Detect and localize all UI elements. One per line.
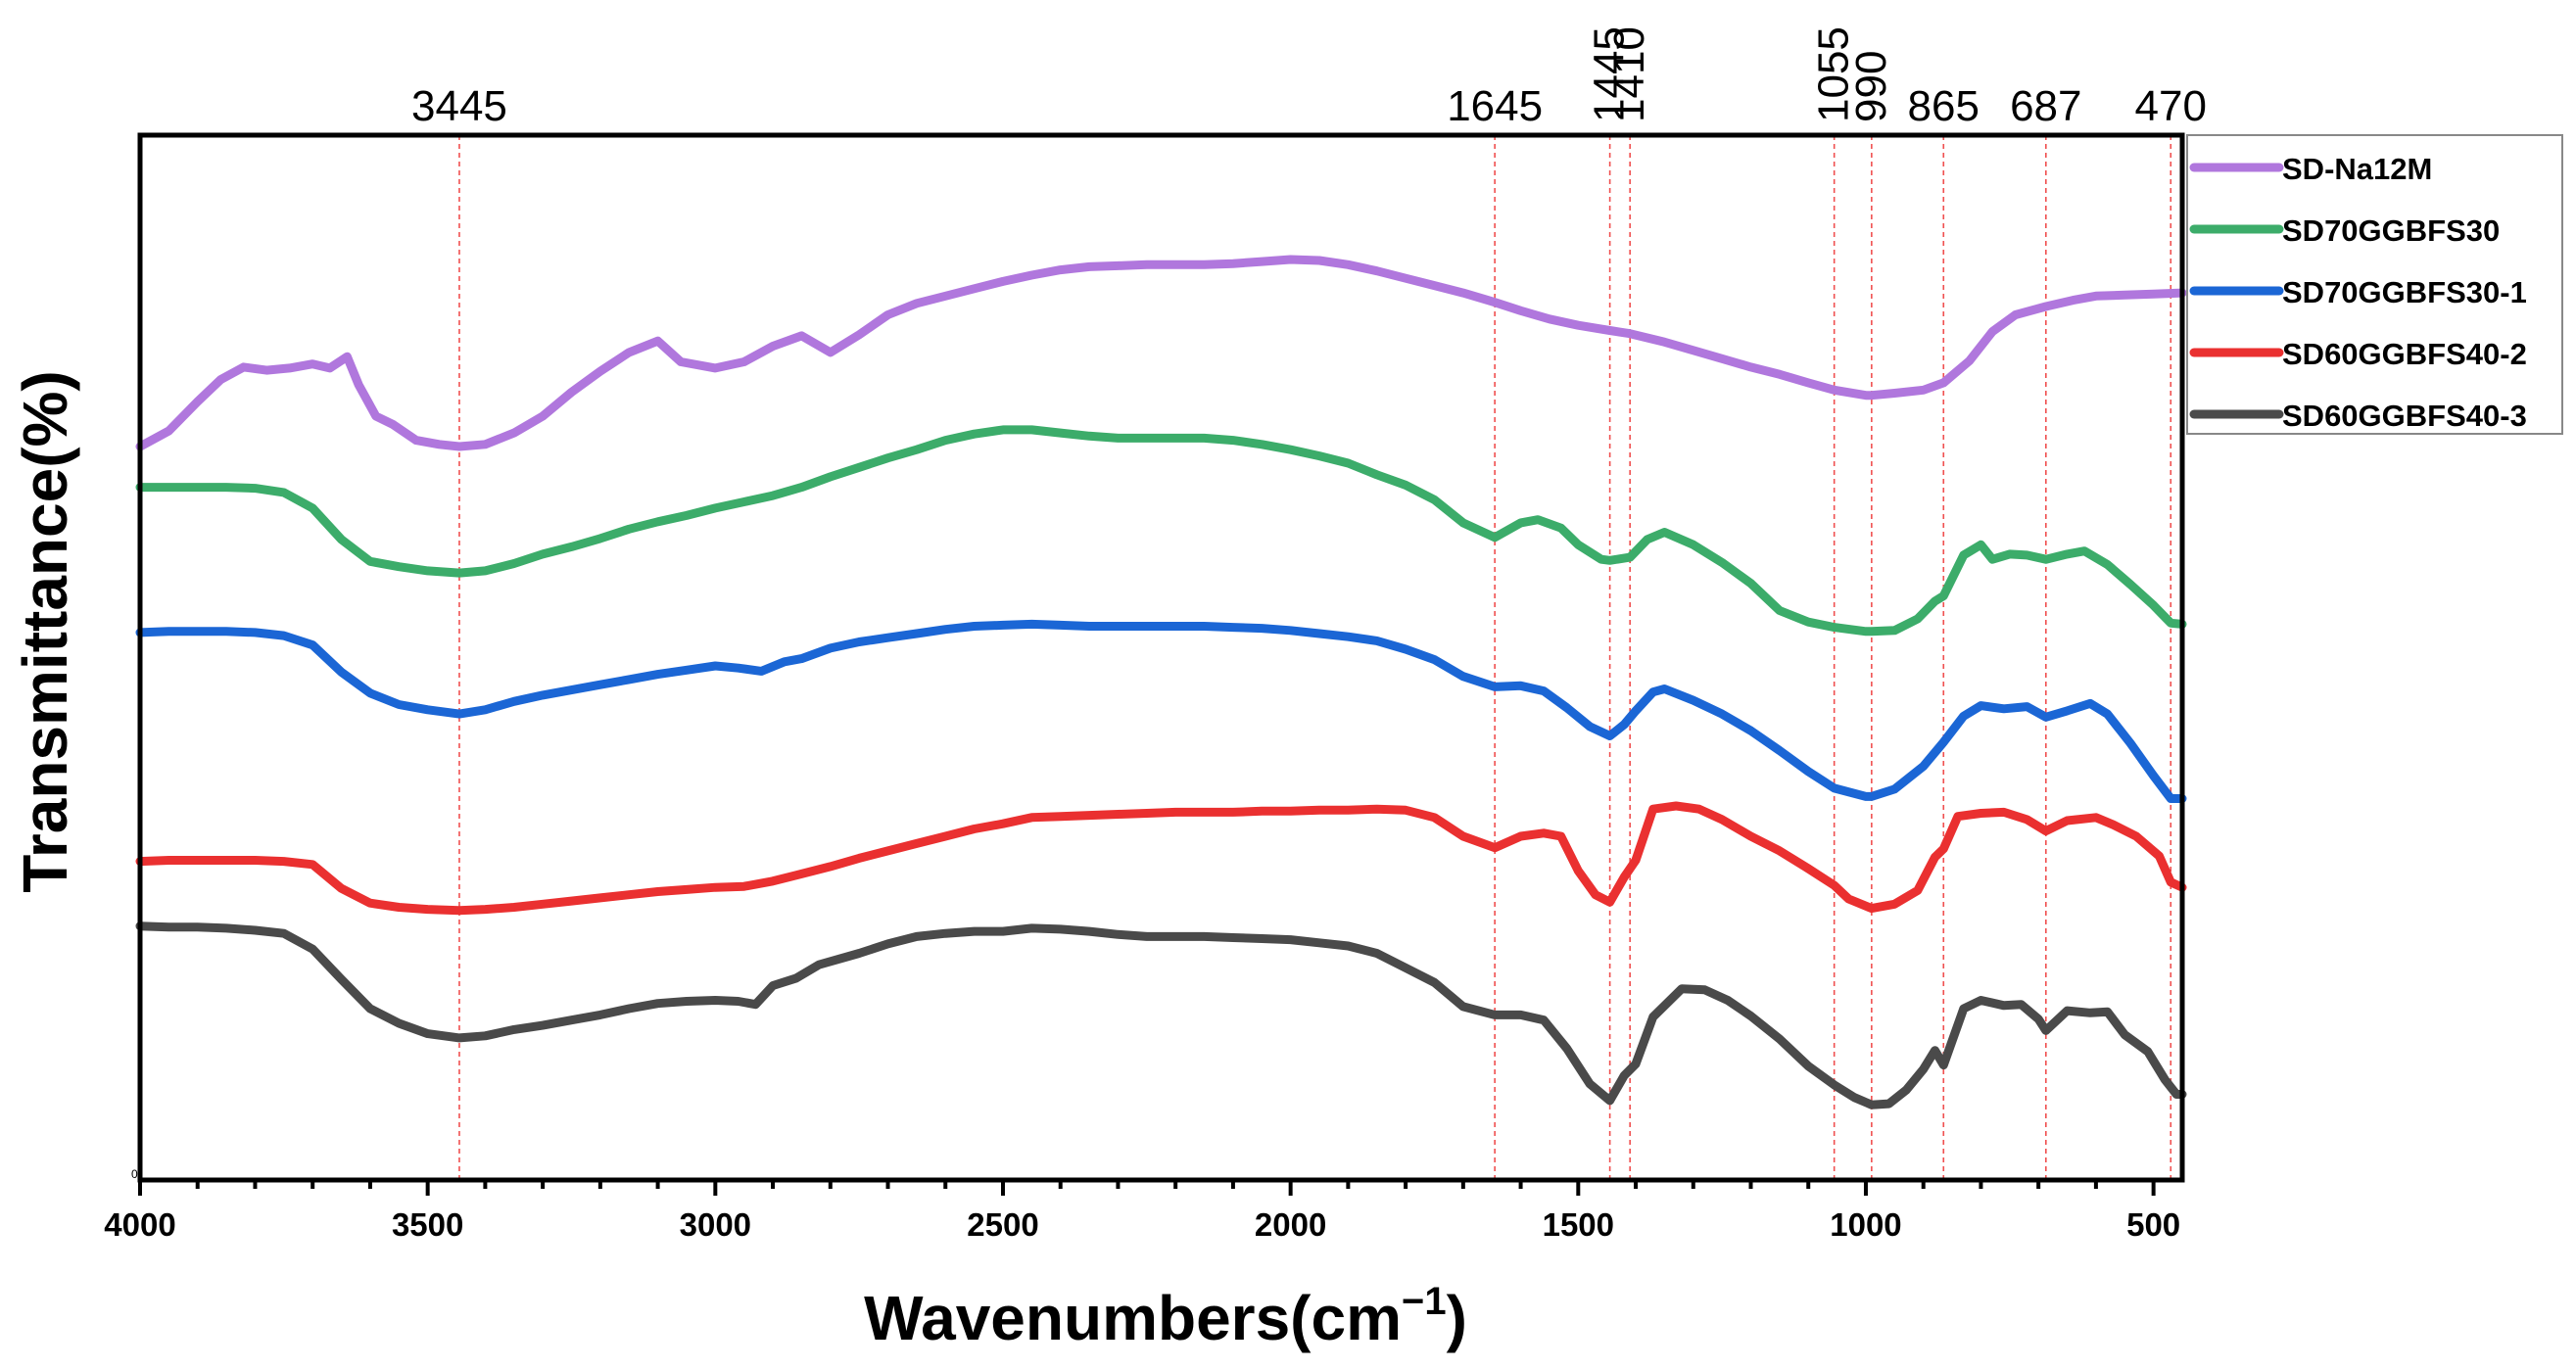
legend-box <box>2186 134 2563 435</box>
x-tick-label-4000: 4000 <box>104 1206 175 1243</box>
x-tick-label-500: 500 <box>2126 1206 2180 1243</box>
x-axis-title-close: ) <box>1447 1283 1467 1353</box>
x-tick-label-3000: 3000 <box>680 1206 751 1243</box>
peak-label-990: 990 <box>1847 51 1895 122</box>
legend-label-2: SD70GGBFS30 <box>2282 213 2500 248</box>
peak-label-1055: 1055 <box>1810 26 1858 122</box>
x-axis-title-sup: −1 <box>1402 1280 1447 1323</box>
series-line-3 <box>135 619 2187 803</box>
x-tick-label-3500: 3500 <box>392 1206 463 1243</box>
peak-label-865: 865 <box>1908 82 1980 130</box>
peak-lines <box>458 135 2172 1180</box>
peak-label-1445: 1445 <box>1586 26 1634 122</box>
series-lines <box>135 255 2187 1109</box>
legend-label-1: SD-Na12M <box>2282 152 2432 186</box>
legend-label-5: SD60GGBFS40-3 <box>2282 399 2527 433</box>
legend: SD-Na12M SD70GGBFS30 SD70GGBFS30-1 SD60GGBF… <box>2186 134 2563 435</box>
peak-label-3445: 3445 <box>411 82 507 130</box>
legend-label-3: SD70GGBFS30-1 <box>2282 275 2527 309</box>
series-line-1 <box>135 255 2187 451</box>
peak-label-1645: 1645 <box>1447 82 1543 130</box>
series-line-4 <box>135 801 2187 916</box>
plot-frame <box>137 132 2185 1183</box>
x-tick-label-1500: 1500 <box>1543 1206 1614 1243</box>
y-axis-title: Transmittance(%) <box>10 370 80 892</box>
corner-label: 0 <box>131 1167 138 1181</box>
x-axis-title: Wavenumbers(cm−1) <box>864 1280 1467 1353</box>
x-axis-title-main: Wavenumbers(cm <box>864 1283 1402 1353</box>
x-tick-label-2000: 2000 <box>1255 1206 1326 1243</box>
x-axis-ticks: 4000 3500 3000 2500 2000 1500 1000 500 <box>104 1180 2180 1243</box>
peak-label-470: 470 <box>2135 82 2207 130</box>
peak-label-1410: 1410 <box>1605 26 1653 122</box>
series-line-2 <box>135 425 2187 637</box>
peak-label-687: 687 <box>2010 82 2081 130</box>
x-tick-label-1000: 1000 <box>1830 1206 1901 1243</box>
x-tick-label-2500: 2500 <box>967 1206 1038 1243</box>
series-line-5 <box>135 921 2187 1109</box>
legend-label-4: SD60GGBFS40-2 <box>2282 337 2527 371</box>
